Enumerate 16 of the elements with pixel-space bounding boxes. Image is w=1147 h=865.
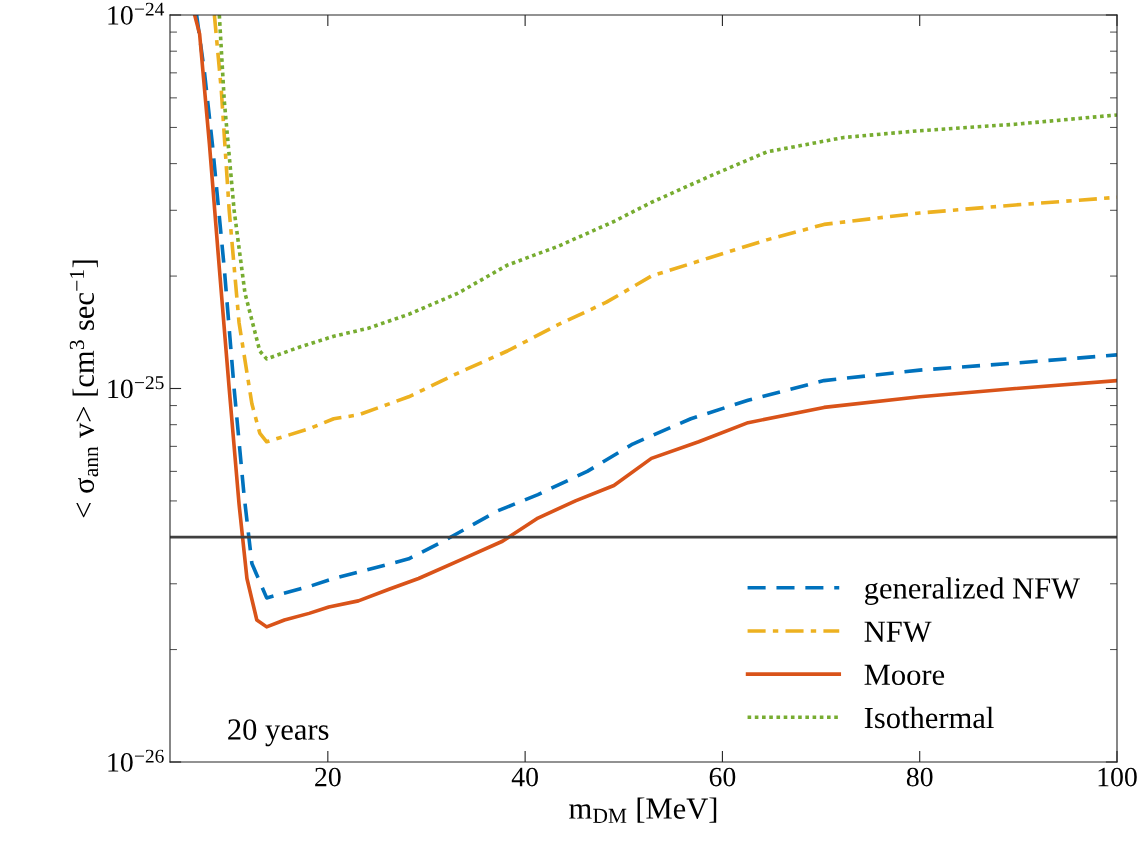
y-tick-label: 10$^{−25}$ (108, 376, 164, 399)
legend-label: generalized NFW (865, 577, 1080, 605)
legend-label: NFW (864, 621, 932, 643)
x-tick-label: 40 (511, 767, 538, 787)
y-tick-label: 10$^{−24}$ (108, 2, 165, 25)
x-tick-label: 60 (709, 767, 736, 787)
line-series (217, 15, 1117, 361)
x-tick-label: 20 (315, 767, 341, 787)
legend-label: Isothermal (864, 706, 994, 729)
x-tick-label: 80 (906, 767, 933, 787)
legend-label: Moore (864, 664, 945, 686)
y-axis-title: < σ$_{ann}$ v> [cm$^{3}$ sec$^{−1}$] (69, 260, 99, 518)
annotation: 20 years (228, 719, 329, 747)
x-axis-title: m$_{DM}$ [MeV] (569, 797, 717, 823)
x-tick-label: 100 (1098, 767, 1137, 787)
y-tick-label: 10$^{−26}$ (108, 749, 164, 772)
